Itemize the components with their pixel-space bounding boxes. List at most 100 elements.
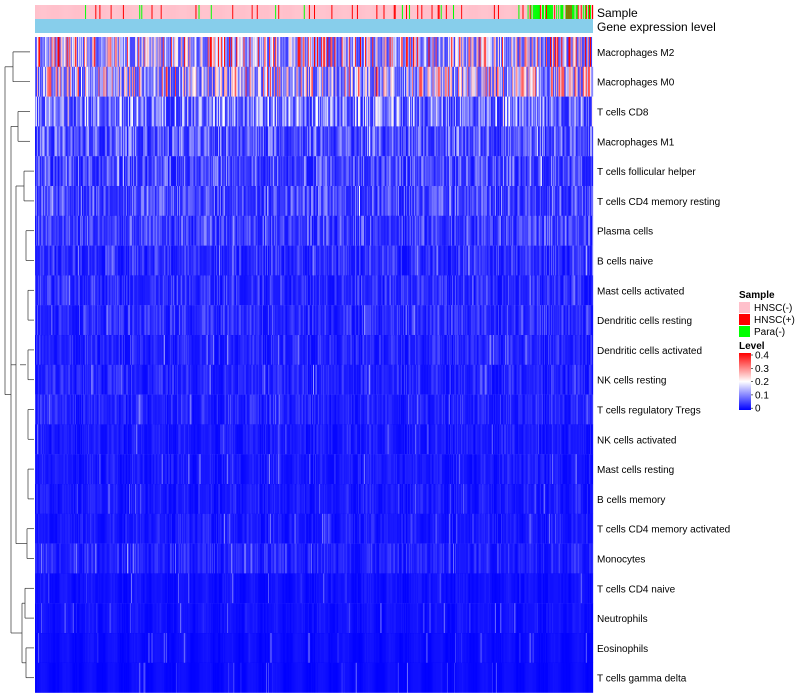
heatmap-cell bbox=[130, 96, 132, 127]
heatmap-cell bbox=[215, 215, 218, 246]
heatmap-cell bbox=[427, 96, 429, 127]
heatmap-cell bbox=[45, 156, 47, 187]
sample-cell bbox=[544, 5, 547, 19]
heatmap-cell bbox=[281, 156, 283, 187]
heatmap-cell bbox=[61, 126, 63, 157]
heatmap-cell bbox=[420, 156, 422, 187]
heatmap-cell bbox=[547, 66, 549, 97]
heatmap-cell bbox=[137, 186, 139, 216]
heatmap-cell bbox=[192, 245, 194, 276]
heatmap-cell bbox=[122, 186, 125, 216]
heatmap-cell bbox=[479, 37, 481, 67]
heatmap-cell bbox=[136, 37, 138, 67]
heatmap-cell bbox=[411, 245, 413, 276]
heatmap-cell bbox=[527, 37, 529, 67]
heatmap-cell bbox=[241, 245, 243, 276]
heatmap-cell bbox=[98, 245, 100, 276]
heatmap-cell bbox=[396, 215, 398, 246]
heatmap-cell bbox=[306, 245, 309, 276]
heatmap-cell bbox=[115, 215, 117, 246]
heatmap-cell bbox=[289, 186, 291, 216]
heatmap-cell bbox=[576, 186, 578, 216]
heatmap-cell bbox=[206, 96, 208, 127]
heatmap-cell bbox=[48, 275, 50, 306]
sample-cell bbox=[413, 5, 415, 19]
heatmap-cell bbox=[560, 126, 562, 157]
heatmap-cell bbox=[108, 245, 110, 276]
heatmap-cell bbox=[547, 156, 549, 187]
sample-cell bbox=[432, 5, 434, 19]
heatmap-cell bbox=[280, 126, 282, 157]
heatmap-cell bbox=[285, 96, 287, 127]
heatmap-cell bbox=[529, 37, 531, 67]
heatmap-cell bbox=[257, 96, 259, 127]
heatmap-cell bbox=[54, 186, 56, 216]
heatmap-cell bbox=[587, 126, 590, 157]
heatmap-cell bbox=[107, 186, 109, 216]
heatmap-cell bbox=[580, 245, 582, 276]
heatmap-cell bbox=[278, 126, 280, 157]
heatmap-cell bbox=[150, 156, 152, 187]
sample-cell bbox=[543, 5, 546, 19]
heatmap-cell bbox=[413, 66, 415, 97]
heatmap-cell bbox=[513, 245, 515, 276]
sample-cell bbox=[497, 5, 500, 19]
heatmap-cell bbox=[52, 96, 54, 127]
heatmap-cell bbox=[255, 66, 257, 97]
heatmap-cell bbox=[487, 245, 489, 276]
heatmap-cell bbox=[182, 126, 184, 157]
heatmap-cell bbox=[329, 186, 331, 216]
heatmap-cell bbox=[550, 37, 552, 67]
heatmap-cell bbox=[436, 37, 438, 67]
heatmap-cell bbox=[390, 156, 392, 187]
heatmap-cell bbox=[535, 186, 537, 216]
sample-cell bbox=[565, 5, 567, 19]
sample-cell bbox=[529, 5, 531, 19]
heatmap-cell bbox=[310, 96, 313, 127]
heatmap-cell bbox=[586, 245, 589, 276]
sample-cell bbox=[84, 5, 86, 19]
heatmap-cell bbox=[169, 66, 172, 97]
sample-cell bbox=[587, 5, 590, 19]
heatmap-cell bbox=[522, 66, 524, 97]
heatmap-cell bbox=[249, 156, 251, 187]
heatmap-cell bbox=[468, 96, 470, 127]
heatmap-cell bbox=[110, 245, 112, 276]
heatmap-cell bbox=[293, 156, 295, 187]
heatmap-cell bbox=[262, 96, 265, 127]
heatmap-cell bbox=[118, 186, 120, 216]
heatmap-cell bbox=[483, 245, 485, 276]
heatmap-cell bbox=[177, 37, 179, 67]
heatmap-cell bbox=[290, 156, 292, 187]
heatmap-cell bbox=[339, 37, 341, 67]
heatmap-cell bbox=[278, 215, 280, 246]
heatmap-cell bbox=[442, 37, 444, 67]
heatmap-cell bbox=[333, 66, 335, 97]
heatmap-cell bbox=[505, 186, 507, 216]
heatmap-cell bbox=[51, 215, 53, 246]
heatmap-cell bbox=[497, 126, 500, 157]
heatmap-cell bbox=[82, 156, 84, 187]
heatmap-cell bbox=[167, 215, 170, 246]
sample-cell bbox=[487, 5, 489, 19]
heatmap-cell bbox=[388, 37, 390, 67]
heatmap-cell bbox=[505, 245, 507, 276]
heatmap-cell bbox=[440, 215, 442, 246]
sample-cell bbox=[256, 5, 258, 19]
heatmap-cell bbox=[222, 37, 224, 67]
sample-cell bbox=[494, 5, 497, 19]
heatmap-row bbox=[35, 156, 594, 187]
heatmap-cell bbox=[384, 66, 386, 97]
heatmap-cell bbox=[114, 66, 116, 97]
heatmap-cell bbox=[531, 156, 533, 187]
heatmap-cell bbox=[253, 37, 255, 67]
heatmap-cell bbox=[47, 186, 49, 216]
heatmap-cell bbox=[491, 156, 493, 187]
heatmap-cell bbox=[118, 215, 120, 246]
heatmap-cell bbox=[141, 37, 143, 67]
heatmap-cell bbox=[333, 126, 335, 157]
heatmap-cell bbox=[456, 37, 458, 67]
heatmap-cell bbox=[557, 66, 559, 97]
heatmap-cell bbox=[583, 37, 585, 67]
heatmap-cell bbox=[460, 156, 462, 187]
